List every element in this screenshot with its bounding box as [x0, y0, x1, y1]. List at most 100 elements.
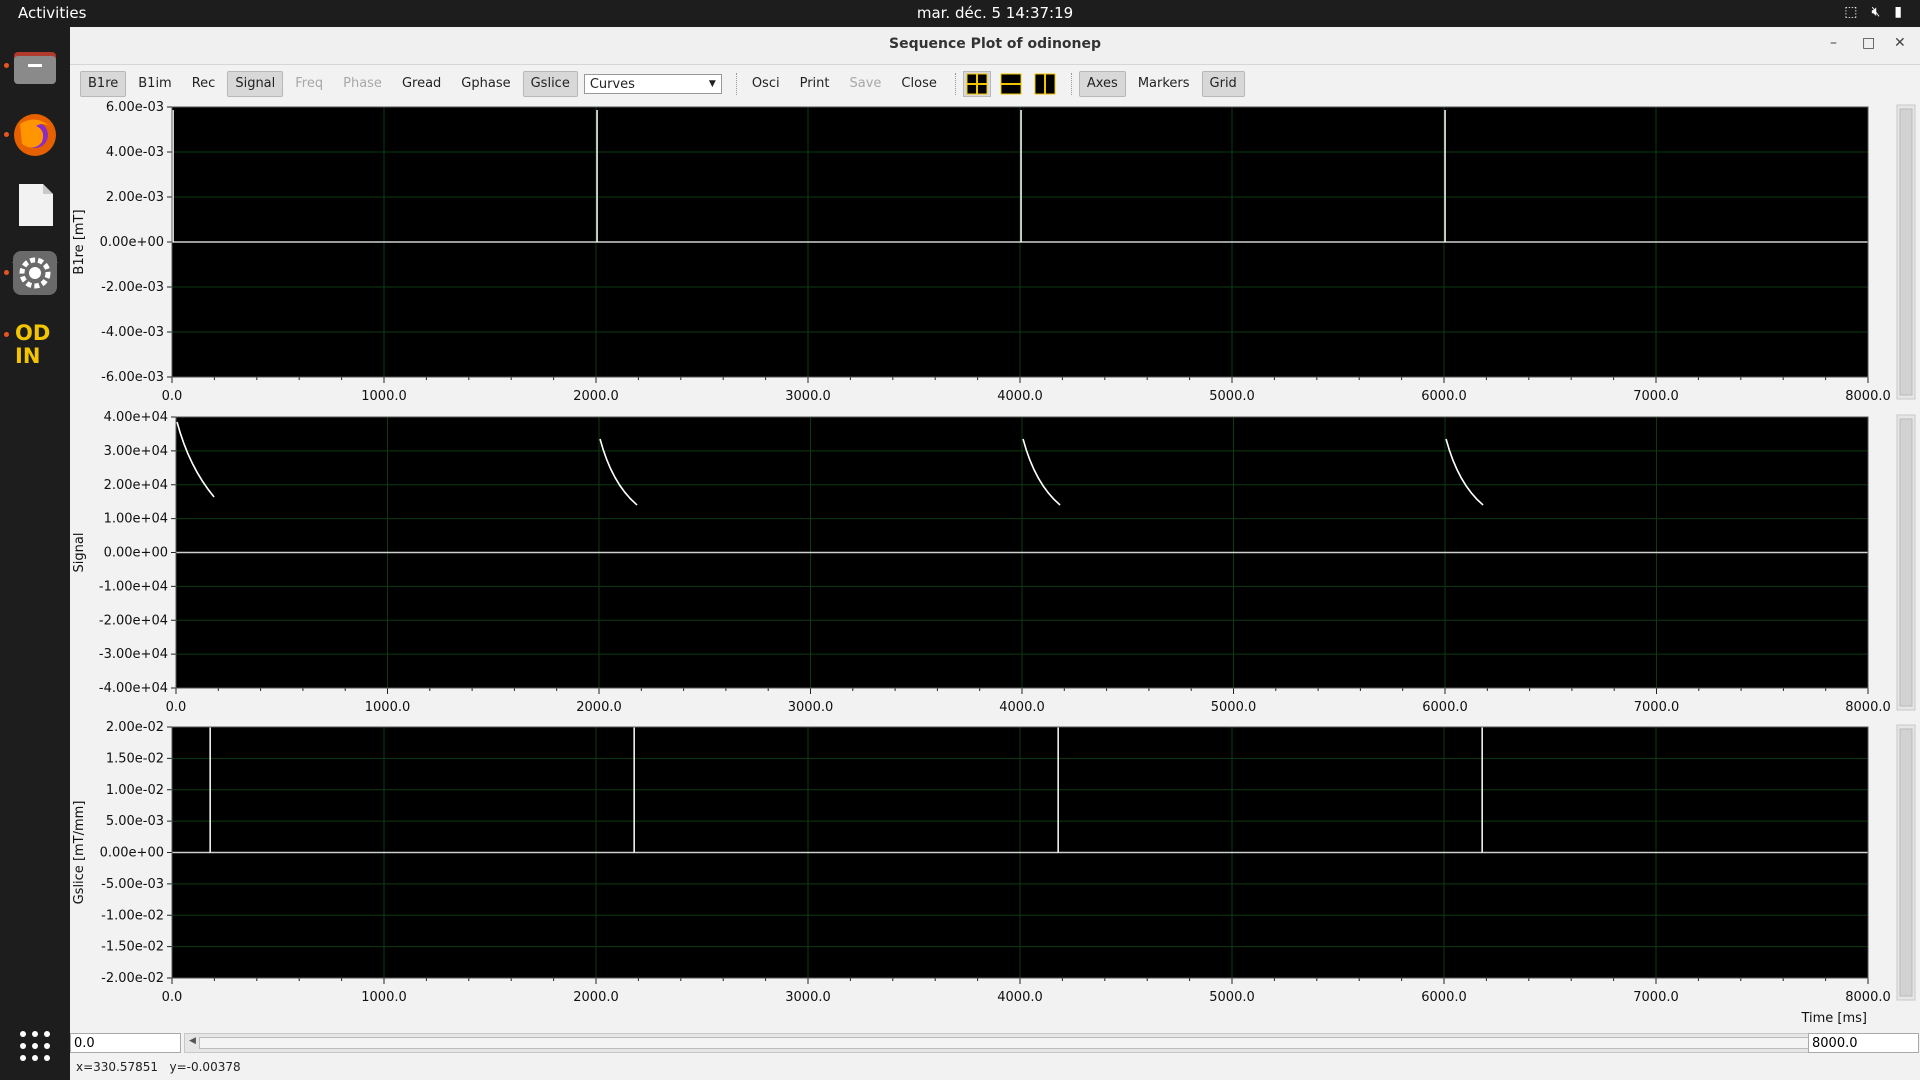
channel-rec-button[interactable]: Rec	[191, 76, 216, 91]
x-tick-label: 3000.0	[785, 990, 831, 1005]
text-editor-icon[interactable]	[10, 180, 60, 230]
channel-b1im-button[interactable]: B1im	[138, 76, 172, 91]
x-tick-label: 2000.0	[576, 700, 622, 715]
dock: OD IN	[0, 27, 70, 1080]
channel-gslice-button[interactable]: Gslice	[522, 71, 578, 97]
sequence-plot-window: Sequence Plot of odinonep – □ ✕ B1re B1im…	[70, 27, 1920, 1080]
toolbar: B1re B1im Rec Signal Freq Phase Gread Gphase Gsl…	[80, 71, 1249, 97]
range-scrollbar[interactable]: ◀ ▶	[184, 1033, 1881, 1053]
file-manager-icon[interactable]	[10, 41, 60, 91]
x-tick-label: 5000.0	[1209, 990, 1255, 1005]
plot-1-border	[175, 416, 1869, 689]
settings-icon[interactable]	[10, 248, 60, 298]
view-markers-button[interactable]: Markers	[1137, 76, 1190, 91]
cursor-coordinates: x=330.57851 y=-0.00378	[76, 1060, 241, 1074]
y-tick-label: -2.00e-03	[101, 280, 164, 295]
firefox-icon[interactable]	[10, 110, 60, 160]
x-tick-label: 1000.0	[361, 389, 407, 404]
range-end-input[interactable]: 8000.0	[1808, 1033, 1919, 1053]
channel-phase-button: Phase	[343, 76, 382, 91]
x-tick-label: 2000.0	[573, 389, 619, 404]
plot-2-canvas	[172, 727, 1868, 978]
plot-0-canvas	[172, 107, 1868, 377]
scroll-thumb[interactable]	[199, 1037, 1866, 1049]
odin-app-icon[interactable]: OD IN	[10, 317, 60, 367]
layout-grid-icon	[966, 73, 988, 95]
app-grid-icon[interactable]	[10, 1021, 60, 1071]
signal-decay-trace	[176, 421, 215, 498]
plot-2-border	[171, 726, 1869, 979]
y-tick-label: -4.00e-03	[101, 325, 164, 340]
x-tick-label: 6000.0	[1421, 389, 1467, 404]
layout-vertical-button[interactable]	[1031, 71, 1059, 97]
plot-1-canvas	[176, 417, 1868, 688]
plot-2-scrollbar	[1896, 724, 1916, 1001]
layout-grid-button[interactable]	[962, 71, 991, 97]
y-axis-label: B1re [mT]	[72, 209, 87, 274]
x-tick-label: 7000.0	[1633, 990, 1679, 1005]
dropdown-arrow-icon: ▼	[708, 79, 716, 89]
channel-gphase-button[interactable]: Gphase	[461, 76, 511, 91]
plot-mode-select[interactable]: Curves ▼	[583, 74, 722, 94]
y-tick-label: 2.00e-03	[106, 190, 164, 205]
volume-icon: 🔇︎	[1871, 4, 1881, 20]
plot-0-scroll-thumb	[1899, 108, 1913, 396]
channel-signal-button[interactable]: Signal	[227, 71, 284, 97]
y-tick-label: 6.00e-03	[106, 100, 164, 115]
x-axis-label: Time [ms]	[1800, 1011, 1867, 1026]
x-tick-label: 1000.0	[365, 700, 411, 715]
view-axes-button[interactable]: Axes	[1078, 71, 1126, 97]
y-tick-label: -3.00e+04	[99, 647, 168, 662]
x-tick-label: 0.0	[162, 990, 183, 1005]
plot-1-scroll-thumb	[1899, 418, 1913, 707]
x-tick-label: 3000.0	[785, 389, 831, 404]
svg-text:IN: IN	[15, 344, 40, 365]
action-osci-button[interactable]: Osci	[751, 76, 780, 91]
x-tick-label: 4000.0	[999, 700, 1045, 715]
plot-1-scrollbar	[1896, 414, 1916, 711]
x-tick-label: 4000.0	[997, 990, 1043, 1005]
y-tick-label: -1.00e-02	[101, 908, 164, 923]
y-tick-label: 2.00e+04	[104, 478, 168, 493]
x-tick-label: 6000.0	[1421, 990, 1467, 1005]
channel-gread-button[interactable]: Gread	[401, 76, 442, 91]
y-tick-label: -6.00e-03	[101, 370, 164, 385]
system-tray[interactable]: ⬚ 🔇︎ ▮	[1844, 4, 1902, 20]
minimize-icon[interactable]: –	[1830, 35, 1837, 51]
close-icon[interactable]: ✕	[1894, 35, 1906, 51]
plot-area[interactable]: 6.00e-03 4.00e-03 2.00e-03 0.00e+00 -2.00e-0…	[70, 27, 1920, 1027]
top-bar: Activities mar. déc. 5 14:37:19 ⬚ 🔇︎ ▮	[0, 0, 1920, 27]
y-tick-label: 5.00e-03	[106, 814, 164, 829]
x-tick-label: 3000.0	[788, 700, 834, 715]
network-icon: ⬚	[1844, 4, 1858, 20]
x-tick-label: 6000.0	[1422, 700, 1468, 715]
y-tick-label: -1.00e+04	[99, 579, 168, 594]
view-grid-button[interactable]: Grid	[1201, 71, 1245, 97]
title-bar[interactable]: Sequence Plot of odinonep – □ ✕	[70, 27, 1920, 65]
y-tick-label: 1.00e+04	[104, 512, 168, 527]
y-tick-label: 2.00e-02	[106, 720, 164, 735]
layout-horizontal-icon	[1000, 73, 1022, 95]
plot-0-border	[171, 106, 1869, 378]
x-tick-label: 7000.0	[1633, 389, 1679, 404]
y-tick-label: 0.00e+00	[100, 235, 164, 250]
action-print-button[interactable]: Print	[799, 76, 830, 91]
scroll-left-icon[interactable]: ◀	[189, 1036, 196, 1046]
layout-horizontal-button[interactable]	[997, 71, 1025, 97]
x-tick-label: 2000.0	[573, 990, 619, 1005]
clock[interactable]: mar. déc. 5 14:37:19	[916, 4, 1074, 22]
x-tick-label: 0.0	[166, 700, 187, 715]
plot-0-scrollbar	[1896, 104, 1916, 400]
x-tick-label: 8000.0	[1845, 389, 1891, 404]
y-axis-label: Gslice [mT/mm]	[72, 801, 87, 905]
action-close-button[interactable]: Close	[901, 76, 937, 91]
maximize-icon[interactable]: □	[1862, 35, 1876, 51]
activities-button[interactable]: Activities	[18, 4, 87, 22]
x-tick-label: 1000.0	[361, 990, 407, 1005]
channel-b1re-button[interactable]: B1re	[80, 71, 127, 97]
signal-decay-trace	[1445, 438, 1484, 506]
range-start-input[interactable]: 0.0	[70, 1033, 181, 1053]
plot-2-scroll-thumb	[1899, 728, 1913, 997]
y-tick-label: -2.00e-02	[101, 971, 164, 986]
y-tick-label: -1.50e-02	[101, 940, 164, 955]
